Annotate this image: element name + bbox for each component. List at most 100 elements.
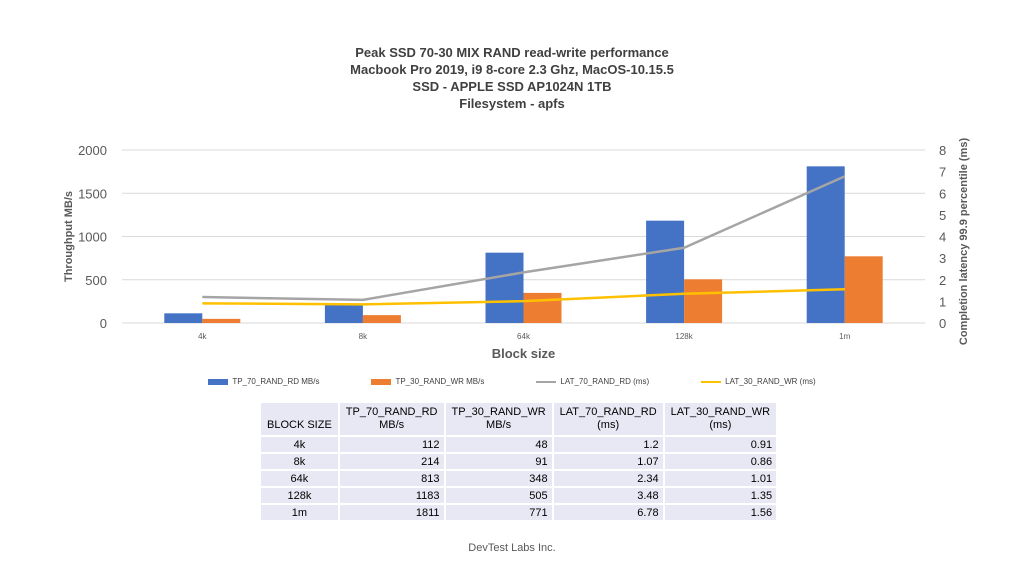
y-tick-label: 500 xyxy=(85,273,107,288)
bar-tp-wr xyxy=(523,292,562,323)
title-line-2: Macbook Pro 2019, i9 8-core 2.3 Ghz, Mac… xyxy=(350,62,674,77)
y-axis-title: Throughput MB/s xyxy=(63,191,75,282)
bar-tp-wr xyxy=(684,279,723,323)
table-header-lat-wr: LAT_30_RAND_WR (ms) xyxy=(664,403,777,435)
table-cell: 3.48 xyxy=(553,488,663,503)
bar-tp-wr xyxy=(844,256,883,323)
y2-tick-label: 4 xyxy=(939,230,946,245)
table-cell: 1.01 xyxy=(664,471,777,486)
bar-tp-wr xyxy=(202,318,241,323)
x-tick-label: 128k xyxy=(675,332,693,341)
legend-item-tp-wr: TP_30_RAND_WR MB/s xyxy=(371,377,484,386)
legend-label-lat-rd: LAT_70_RAND_RD (ms) xyxy=(560,377,650,386)
legend-swatch-tp-rd xyxy=(208,378,229,385)
y2-tick-label: 6 xyxy=(939,186,946,201)
chart-plot-area: 0 500 1000 1500 2000 0 1 2 3 4 5 6 7 8 4k 8k 64k 128k 1m Bl… xyxy=(63,138,970,361)
title-line-4: Filesystem - apfs xyxy=(459,96,565,111)
legend-label-lat-wr: LAT_30_RAND_WR (ms) xyxy=(725,377,816,386)
title-line-3: SSD - APPLE SSD AP1024N 1TB xyxy=(412,79,612,94)
y2-tick-label: 7 xyxy=(939,165,946,180)
table-cell: 112 xyxy=(339,437,444,452)
table-cell: 128k xyxy=(261,488,338,503)
x-tick-label: 8k xyxy=(359,332,368,341)
title-line-1: Peak SSD 70-30 MIX RAND read-write perfo… xyxy=(355,45,669,60)
table-cell: 348 xyxy=(445,471,552,486)
table-cell: 6.78 xyxy=(553,505,663,520)
table-row: 64k 813 348 2.34 1.01 xyxy=(261,471,777,486)
legend-item-lat-rd: LAT_70_RAND_RD (ms) xyxy=(536,377,649,386)
y-tick-label: 1500 xyxy=(78,186,107,201)
table-header-text: BLOCK SIZE xyxy=(267,419,332,431)
table-cell: 8k xyxy=(261,454,338,469)
table-cell: 1811 xyxy=(339,505,444,520)
table-cell: 64k xyxy=(261,471,338,486)
chart-title: Peak SSD 70-30 MIX RAND read-write perfo… xyxy=(0,44,1024,112)
legend-swatch-lat-wr xyxy=(701,380,722,383)
table-header-text: LAT_70_RAND_RD xyxy=(559,406,657,418)
table-row: 8k 214 91 1.07 0.86 xyxy=(261,454,777,469)
footer-credit: DevTest Labs Inc. xyxy=(468,542,556,554)
bar-tp-wr xyxy=(362,315,401,323)
table-header-text: TP_70_RAND_RD xyxy=(345,406,438,418)
legend-label-tp-rd: TP_70_RAND_RD MB/s xyxy=(232,377,320,386)
y-tick-label: 2000 xyxy=(78,143,107,158)
bar-tp-rd xyxy=(164,313,203,323)
table-header-text: LAT_30_RAND_WR xyxy=(670,406,771,418)
legend-swatch-lat-rd xyxy=(536,380,557,383)
table-cell: 1.56 xyxy=(664,505,777,520)
table-header-unit: MB/s xyxy=(379,419,405,431)
table-cell: 4k xyxy=(261,437,338,452)
table-header-unit: (ms) xyxy=(597,419,620,431)
y-tick-label: 1000 xyxy=(78,230,107,245)
bar-tp-rd xyxy=(485,252,524,323)
table-header-block-size: BLOCK SIZE xyxy=(261,403,338,435)
table-header-tp-wr: TP_30_RAND_WR MB/s xyxy=(445,403,552,435)
line-lat-wr xyxy=(202,288,845,306)
y-tick-label: 0 xyxy=(100,316,107,331)
chart-legend: TP_70_RAND_RD MB/s TP_30_RAND_WR MB/s LA… xyxy=(0,377,1024,386)
legend-item-tp-rd: TP_70_RAND_RD MB/s xyxy=(208,377,319,386)
y2-tick-label: 8 xyxy=(939,143,946,158)
table-cell: 1183 xyxy=(339,488,444,503)
table-cell: 1.35 xyxy=(664,488,777,503)
table-cell: 2.34 xyxy=(553,471,663,486)
table-cell: 1.07 xyxy=(553,454,663,469)
data-table: BLOCK SIZE TP_70_RAND_RD MB/s TP_30_RAND_… xyxy=(259,401,778,522)
x-tick-label: 64k xyxy=(517,332,531,341)
y2-tick-label: 0 xyxy=(939,316,946,331)
line-lat-rd xyxy=(202,175,846,302)
legend-item-lat-wr: LAT_30_RAND_WR (ms) xyxy=(701,377,816,386)
y2-axis-title: Completion latency 99.9 percentile (ms) xyxy=(958,138,970,346)
table-cell: 0.91 xyxy=(664,437,777,452)
y2-tick-label: 2 xyxy=(939,273,946,288)
table-cell: 48 xyxy=(445,437,552,452)
table-cell: 1.2 xyxy=(553,437,663,452)
table-cell: 0.86 xyxy=(664,454,777,469)
y2-tick-label: 5 xyxy=(939,208,946,223)
table-cell: 505 xyxy=(445,488,552,503)
table-row: 4k 112 48 1.2 0.91 xyxy=(261,437,777,452)
table-cell: 813 xyxy=(339,471,444,486)
x-tick-label: 1m xyxy=(839,332,850,341)
bar-tp-rd xyxy=(646,220,685,323)
x-tick-label: 4k xyxy=(198,332,207,341)
y2-tick-label: 3 xyxy=(939,251,946,266)
bar-tp-rd xyxy=(806,166,845,323)
table-row: 128k 1183 505 3.48 1.35 xyxy=(261,488,777,503)
table-header-text: TP_30_RAND_WR xyxy=(451,406,546,418)
table-header-tp-rd: TP_70_RAND_RD MB/s xyxy=(339,403,444,435)
table-header-unit: MB/s xyxy=(486,419,512,431)
x-axis-title: Block size xyxy=(492,346,556,361)
legend-label-tp-wr: TP_30_RAND_WR MB/s xyxy=(395,377,485,386)
table-cell: 214 xyxy=(339,454,444,469)
y2-tick-label: 1 xyxy=(939,294,946,309)
bar-tp-rd xyxy=(324,304,363,323)
table-header-lat-rd: LAT_70_RAND_RD (ms) xyxy=(553,403,663,435)
table-cell: 771 xyxy=(445,505,552,520)
table-cell: 91 xyxy=(445,454,552,469)
legend-swatch-tp-wr xyxy=(371,378,392,385)
table-header-unit: (ms) xyxy=(709,419,732,431)
table-cell: 1m xyxy=(261,505,338,520)
table-header-row: BLOCK SIZE TP_70_RAND_RD MB/s TP_30_RAND_… xyxy=(261,403,777,435)
table-row: 1m 1811 771 6.78 1.56 xyxy=(261,505,777,520)
